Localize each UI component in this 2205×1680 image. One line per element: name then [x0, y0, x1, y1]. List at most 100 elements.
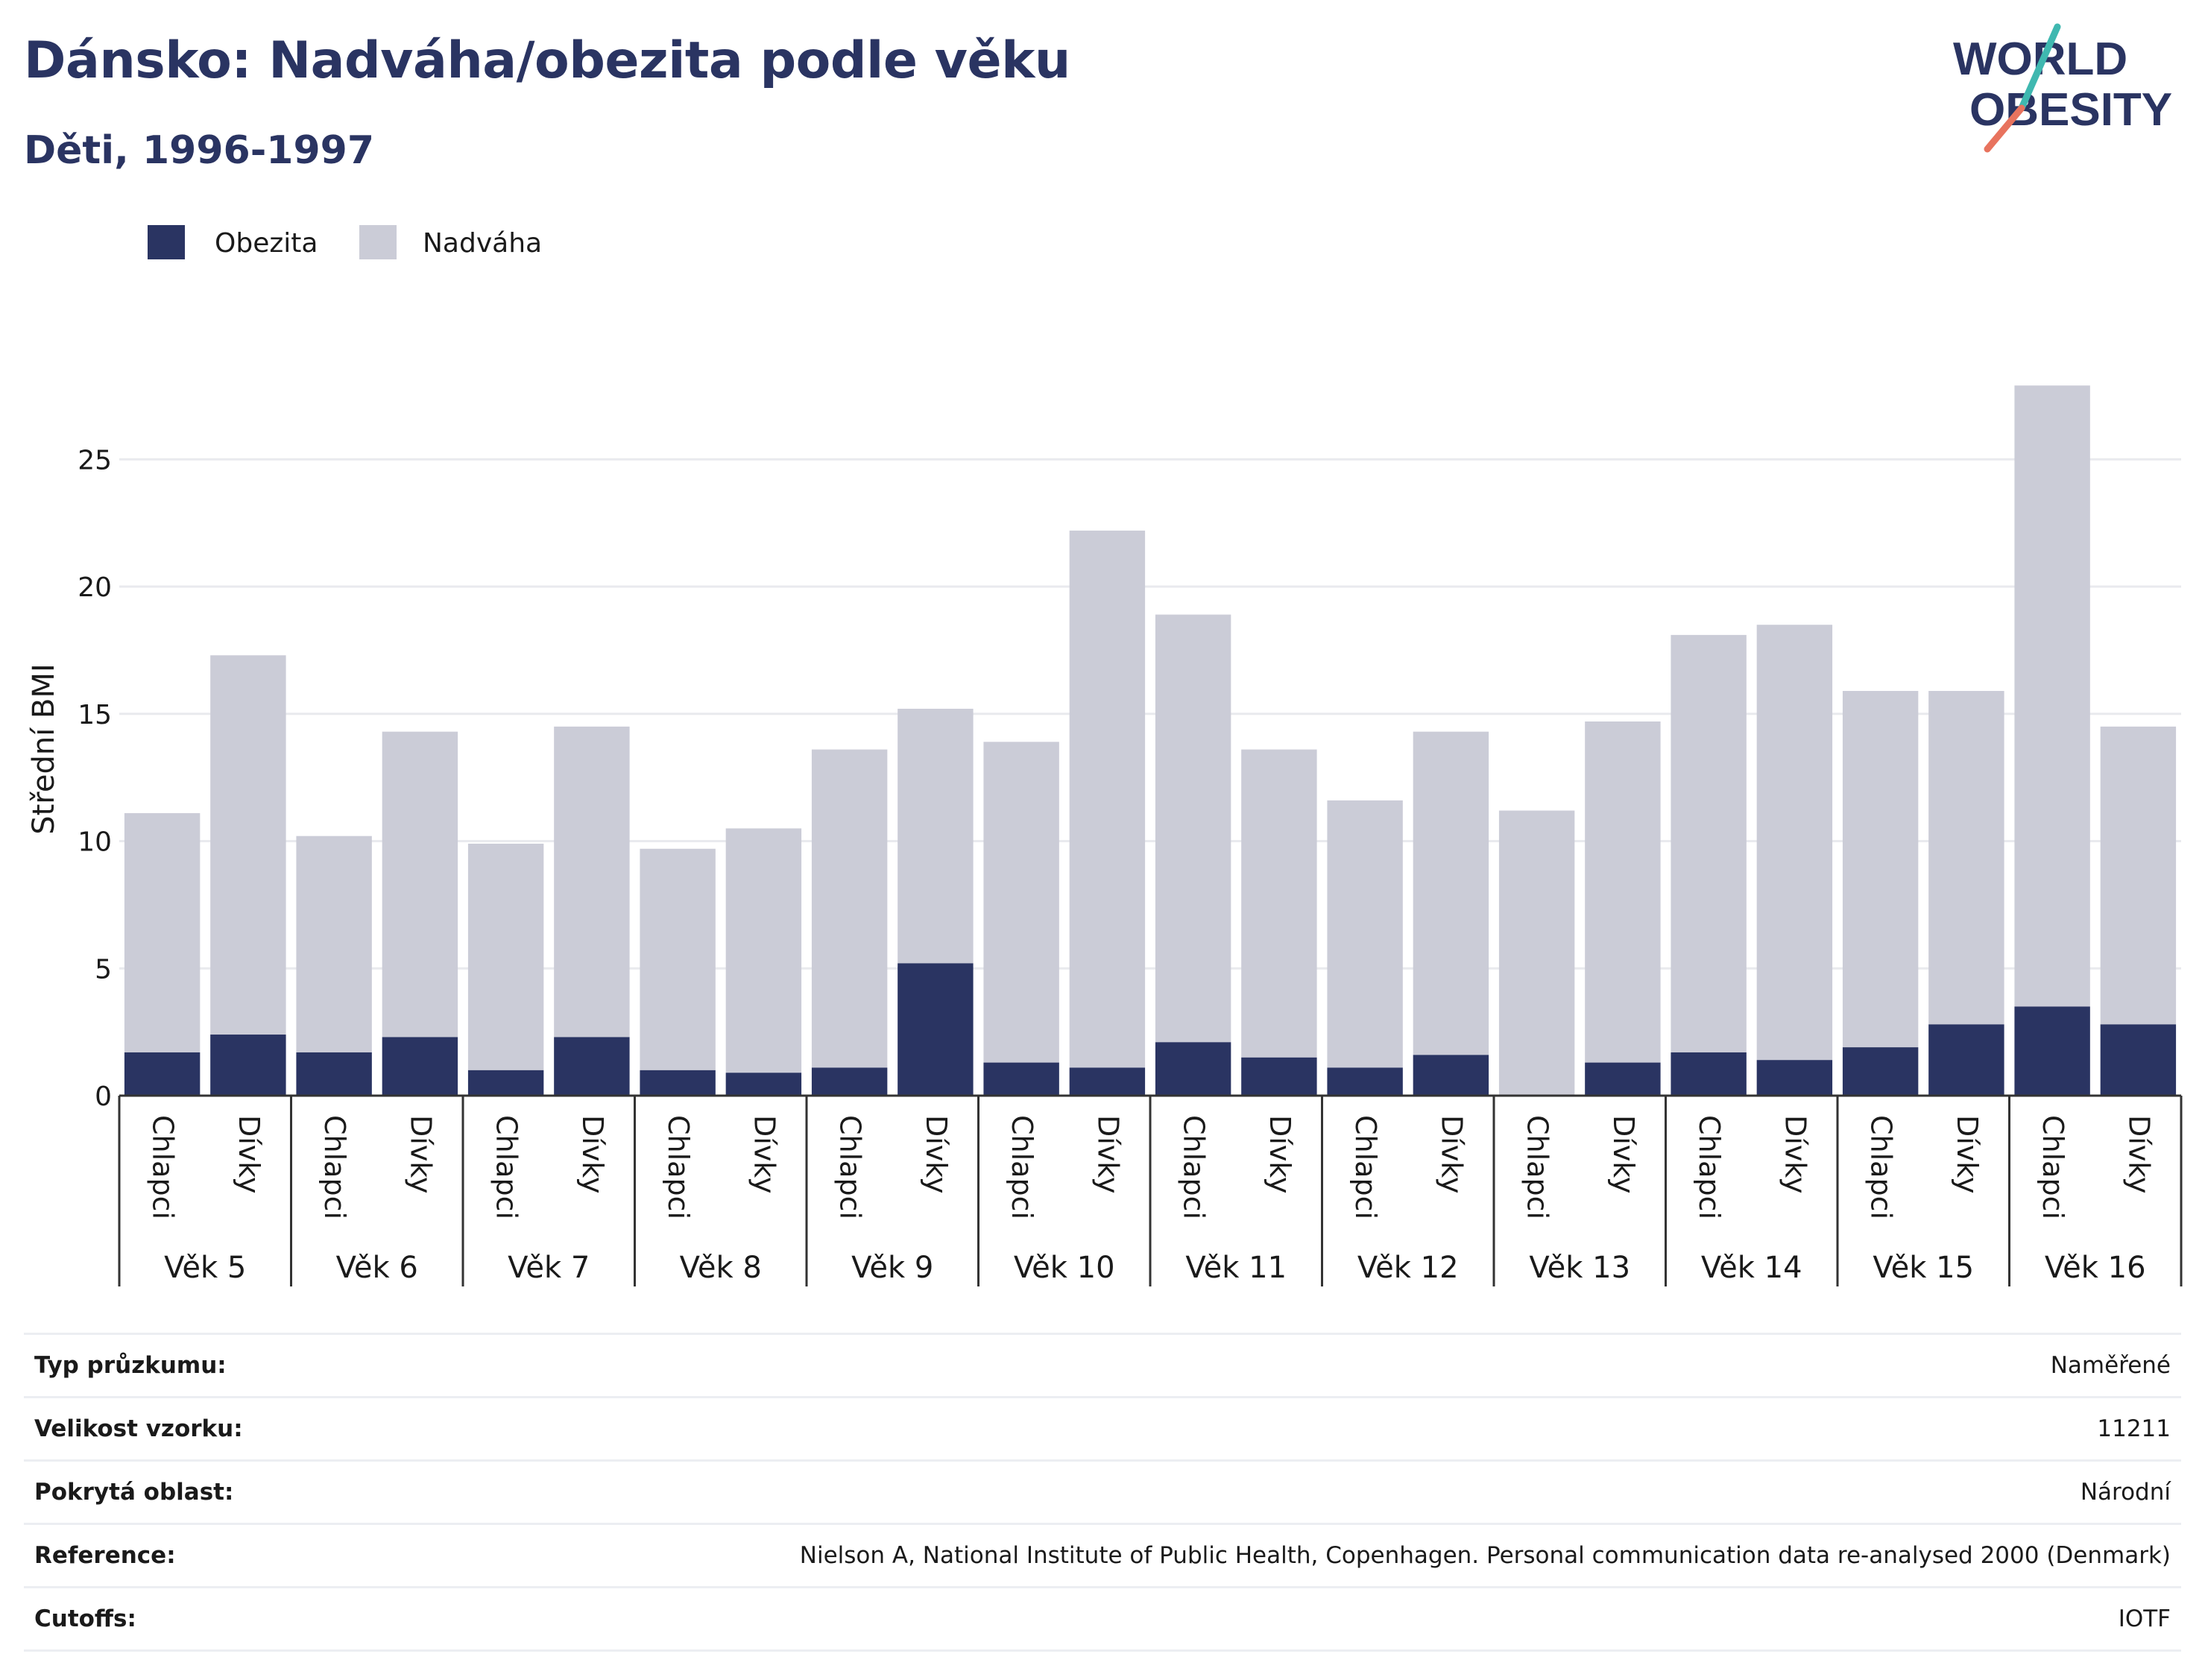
- x-group-label: Věk 5: [164, 1251, 246, 1285]
- chart-subtitle: Děti, 1996-1997: [24, 128, 375, 173]
- bar-nadvaha: [1155, 614, 1231, 1043]
- bar-obezita: [640, 1070, 716, 1096]
- bar-nadvaha: [467, 843, 544, 1070]
- bar-nadvaha: [296, 836, 372, 1052]
- x-subcategory-label: Chlapci: [1521, 1115, 1554, 1219]
- world-obesity-logo: WORLD OBESITY: [1953, 23, 2172, 153]
- bar-obezita: [983, 1062, 1059, 1096]
- info-label: Pokrytá oblast:: [34, 1479, 234, 1506]
- x-group-label: Věk 15: [1873, 1251, 1974, 1285]
- x-subcategory-label: Chlapci: [1693, 1115, 1726, 1219]
- x-subcategory-label: Dívky: [748, 1115, 780, 1193]
- legend-label-nadvaha: Nadváha: [423, 228, 542, 259]
- x-subcategory-label: Dívky: [1091, 1115, 1124, 1193]
- legend-swatch-obezita: [148, 225, 185, 259]
- info-value: Nielson A, National Institute of Public …: [799, 1542, 2171, 1569]
- bar-obezita: [2100, 1024, 2177, 1096]
- x-subcategory-label: Dívky: [576, 1115, 609, 1193]
- bar-obezita: [811, 1067, 888, 1096]
- info-label: Cutoffs:: [34, 1605, 136, 1632]
- info-value: 11211: [2097, 1415, 2171, 1442]
- chart-title: Dánsko: Nadváha/obezita podle věku: [24, 31, 1070, 90]
- x-group-label: Věk 6: [336, 1251, 418, 1285]
- x-group-label: Věk 8: [680, 1251, 762, 1285]
- bar-obezita: [296, 1052, 372, 1096]
- info-row: Velikost vzorku: 11211: [24, 1396, 2181, 1459]
- bar-obezita: [554, 1037, 630, 1096]
- x-subcategory-label: Chlapci: [147, 1115, 180, 1219]
- bar-obezita: [1585, 1062, 1661, 1096]
- x-subcategory-label: Chlapci: [662, 1115, 695, 1219]
- bar-obezita: [210, 1035, 286, 1096]
- bar-chart: Obezita Nadváha 0 5 10 15 20 25 Střední BMI C…: [27, 225, 2183, 1286]
- info-row: Cutoffs: IOTF: [24, 1586, 2181, 1652]
- x-subcategory-label: Dívky: [1951, 1115, 1984, 1193]
- x-subcategory-label: Chlapci: [834, 1115, 867, 1219]
- bar-obezita: [1069, 1067, 1146, 1096]
- chart-legend: Obezita Nadváha: [148, 225, 542, 259]
- bar-nadvaha: [1069, 530, 1146, 1068]
- y-tick-label-15: 15: [78, 700, 112, 730]
- x-subcategory-label: Dívky: [920, 1115, 953, 1193]
- bar-nadvaha: [1241, 749, 1317, 1058]
- y-tick-label-10: 10: [78, 827, 112, 858]
- bar-obezita: [1413, 1055, 1489, 1096]
- info-row: Reference: Nielson A, National Institute …: [24, 1523, 2181, 1586]
- bar-obezita: [898, 963, 974, 1096]
- info-label: Velikost vzorku:: [34, 1415, 243, 1442]
- bar-obezita: [725, 1073, 802, 1096]
- bar-nadvaha: [1671, 634, 1747, 1052]
- bar-obezita: [382, 1037, 458, 1096]
- x-group-label: Věk 14: [1701, 1251, 1802, 1285]
- bar-nadvaha: [640, 848, 716, 1070]
- bar-nadvaha: [1585, 721, 1661, 1063]
- info-row: Typ průzkumu: Naměřené: [24, 1333, 2181, 1396]
- info-label: Reference:: [34, 1542, 176, 1569]
- bar-nadvaha: [124, 812, 201, 1052]
- bar-obezita: [1756, 1060, 1833, 1096]
- bar-nadvaha: [554, 726, 630, 1038]
- x-subcategory-label: Dívky: [233, 1115, 265, 1193]
- bar-nadvaha: [983, 742, 1059, 1063]
- grid-lines: [119, 458, 2181, 970]
- bar-nadvaha: [811, 749, 888, 1068]
- x-subcategory-label: Chlapci: [318, 1115, 351, 1219]
- x-group-label: Věk 7: [508, 1251, 590, 1285]
- bar-nadvaha: [1928, 691, 2004, 1025]
- y-tick-label-25: 25: [78, 445, 112, 476]
- x-subcategory-label: Dívky: [1435, 1115, 1468, 1193]
- x-subcategory-label: Chlapci: [490, 1115, 523, 1219]
- info-value: Národní: [2080, 1479, 2171, 1506]
- x-subcategory-label: Chlapci: [1865, 1115, 1898, 1219]
- logo-slash-teal: [2018, 23, 2061, 112]
- y-tick-label-5: 5: [95, 954, 112, 985]
- bar-obezita: [2014, 1006, 2090, 1096]
- y-axis: 0 5 10 15 20 25: [78, 445, 112, 1112]
- bar-nadvaha: [382, 731, 458, 1038]
- x-group-label: Věk 13: [1529, 1251, 1630, 1285]
- info-row: Pokrytá oblast: Národní: [24, 1459, 2181, 1523]
- legend-swatch-nadvaha: [359, 225, 397, 259]
- bar-nadvaha: [1842, 691, 1919, 1048]
- x-subcategory-label: Dívky: [1264, 1115, 1296, 1193]
- bar-obezita: [1241, 1057, 1317, 1096]
- bar-obezita: [1928, 1024, 2004, 1096]
- info-value: Naměřené: [2050, 1352, 2171, 1379]
- info-label: Typ průzkumu:: [34, 1352, 227, 1379]
- bar-nadvaha: [2014, 385, 2090, 1007]
- bar-nadvaha: [1756, 625, 1833, 1061]
- bars: [124, 385, 2177, 1096]
- bar-nadvaha: [1327, 800, 1403, 1068]
- bar-obezita: [1155, 1042, 1231, 1096]
- x-subcategory-label: Dívky: [1607, 1115, 1640, 1193]
- x-subcategory-label: Chlapci: [2037, 1115, 2069, 1219]
- x-subcategory-label: Chlapci: [1006, 1115, 1038, 1219]
- bar-nadvaha: [898, 708, 974, 964]
- x-group-label: Věk 9: [851, 1251, 933, 1285]
- bar-obezita: [1842, 1047, 1919, 1096]
- y-tick-label-0: 0: [95, 1081, 112, 1112]
- x-subcategory-label: Chlapci: [1349, 1115, 1382, 1219]
- bar-nadvaha: [210, 655, 286, 1035]
- legend-label-obezita: Obezita: [215, 228, 318, 259]
- x-subcategory-label: Dívky: [2122, 1115, 2155, 1193]
